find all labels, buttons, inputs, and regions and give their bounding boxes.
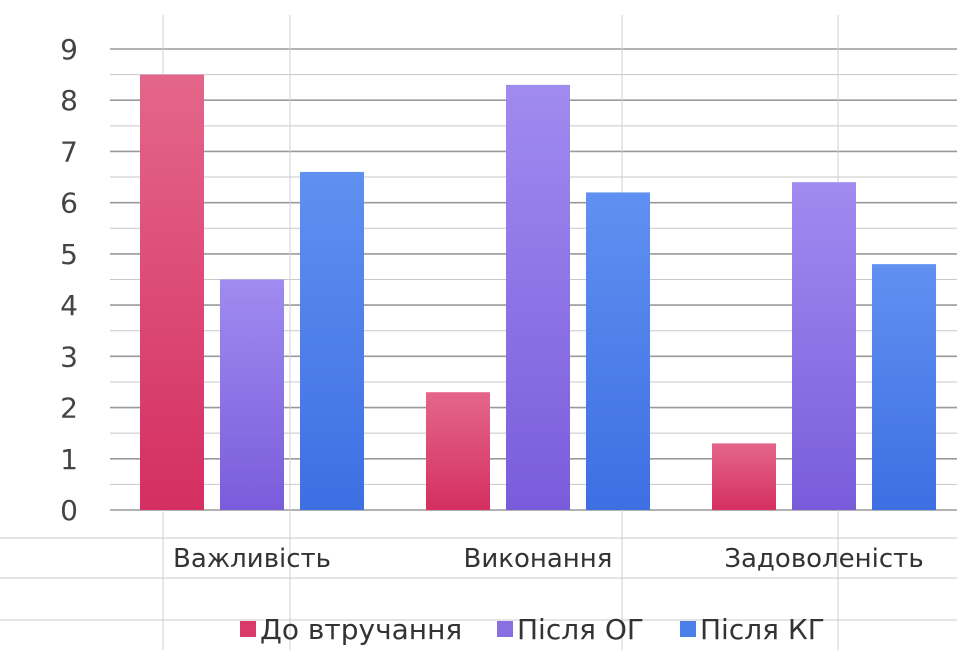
x-tick-label: Задоволеність xyxy=(724,544,923,574)
legend: До втручання Після ОГ Після КГ xyxy=(240,613,825,646)
y-tick-label: 6 xyxy=(60,187,78,220)
y-tick-label: 2 xyxy=(60,392,78,425)
bar xyxy=(220,279,284,510)
x-axis: Важливість Виконання Задоволеність xyxy=(173,544,924,574)
y-tick-label: 5 xyxy=(60,238,78,271)
x-tick-label: Виконання xyxy=(464,544,613,574)
plot-area xyxy=(140,74,936,510)
y-tick-label: 1 xyxy=(60,443,78,476)
bar xyxy=(586,192,650,510)
y-axis: 0 1 2 3 4 5 6 7 8 9 xyxy=(60,33,78,527)
y-tick-label: 9 xyxy=(60,33,78,66)
bar xyxy=(712,443,776,510)
bar xyxy=(792,182,856,510)
bar xyxy=(872,264,936,510)
bar xyxy=(140,74,204,510)
legend-swatch xyxy=(680,621,696,637)
x-tick-label: Важливість xyxy=(173,544,331,574)
bar xyxy=(506,84,570,510)
bar xyxy=(300,171,364,510)
legend-label: Після КГ xyxy=(700,613,825,646)
y-tick-label: 7 xyxy=(60,135,78,168)
y-tick-label: 8 xyxy=(60,84,78,117)
y-tick-label: 3 xyxy=(60,340,78,373)
legend-label: Після ОГ xyxy=(517,613,644,646)
legend-label: До втручання xyxy=(260,613,462,646)
y-tick-label: 4 xyxy=(60,289,78,322)
y-tick-label: 0 xyxy=(60,494,78,527)
legend-swatch xyxy=(497,621,513,637)
bar xyxy=(426,392,490,510)
legend-swatch xyxy=(240,621,256,637)
